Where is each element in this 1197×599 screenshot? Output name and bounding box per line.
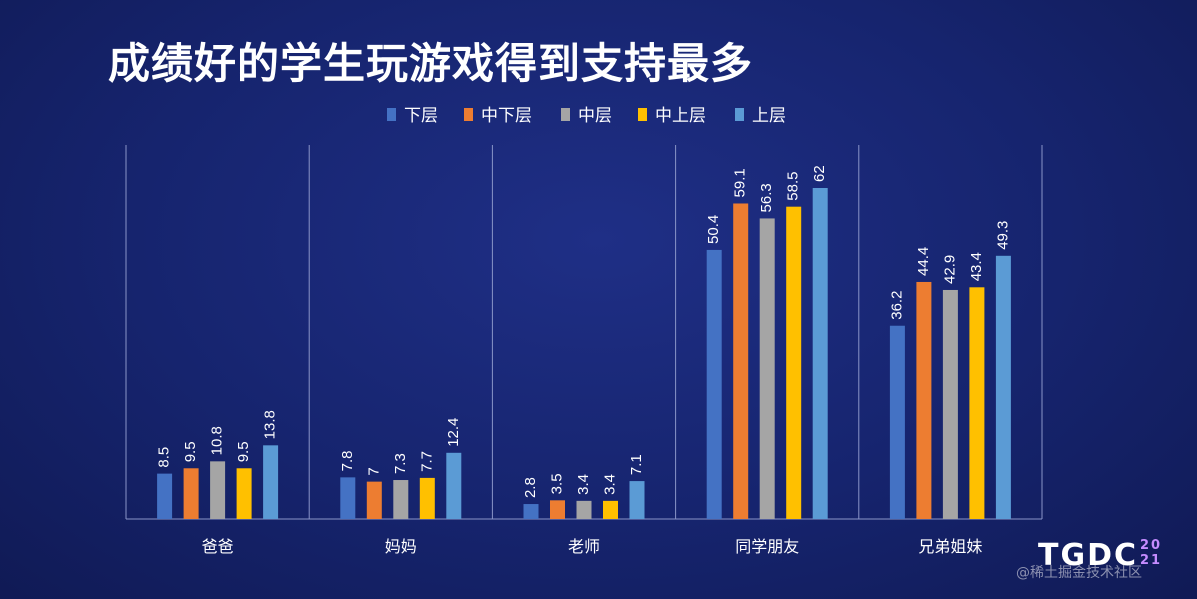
bar [786, 206, 802, 519]
legend-swatch [464, 108, 473, 121]
legend-swatch [735, 108, 744, 121]
data-label: 3.4 [601, 474, 618, 495]
data-label: 7.7 [418, 451, 435, 472]
bar [995, 255, 1011, 519]
data-label: 7.3 [392, 453, 409, 474]
legend-swatch [638, 108, 647, 121]
bar [157, 473, 173, 519]
data-label: 58.5 [785, 171, 802, 200]
data-label: 3.5 [548, 473, 565, 494]
watermark: @稀土掘金技术社区 [1016, 565, 1142, 581]
bar [236, 468, 252, 519]
data-label: 10.8 [209, 426, 226, 455]
data-label: 44.4 [915, 247, 932, 276]
category-label: 兄弟姐妹 [918, 537, 982, 556]
bar [446, 452, 462, 519]
data-label: 49.3 [994, 221, 1011, 250]
bars [157, 188, 1011, 520]
data-label: 42.9 [941, 255, 958, 284]
legend-label: 中下层 [481, 106, 532, 126]
category-label: 妈妈 [385, 537, 417, 556]
data-label: 9.5 [182, 441, 199, 462]
data-label: 36.2 [888, 291, 905, 320]
bar [916, 281, 932, 519]
bar [706, 249, 722, 520]
bar [733, 203, 749, 520]
bar [340, 477, 356, 519]
logo-text: TGDC [1038, 538, 1139, 573]
data-label: 50.4 [705, 215, 722, 244]
data-labels: 8.5 9.5 10.8 9.5 13.8 7.8 7 7.3 7.7 12.4 2.8 3.5 3.4… [156, 165, 1012, 498]
legend-swatch [387, 108, 396, 121]
bar [183, 468, 199, 519]
bar [366, 481, 382, 519]
legend: 下层 中下层 中层 中上层 上层 [387, 106, 786, 126]
data-label: 7.1 [628, 454, 645, 475]
tgdc-logo: TGDC 20 21 [1038, 538, 1162, 573]
legend-label: 中上层 [655, 106, 706, 126]
legend-label: 中层 [578, 106, 612, 126]
bar [550, 500, 565, 519]
data-label: 43.4 [968, 252, 985, 281]
legend-label: 下层 [404, 106, 438, 126]
bar [393, 480, 409, 519]
data-label: 8.5 [156, 447, 173, 468]
legend-label: 上层 [752, 106, 786, 126]
chart-title: 成绩好的学生玩游戏得到支持最多 [108, 39, 754, 88]
logo-year: 20 21 [1140, 538, 1163, 568]
data-label: 62 [811, 165, 828, 182]
bar [889, 325, 905, 519]
bar [576, 500, 592, 519]
bar [523, 504, 539, 519]
data-label: 59.1 [732, 168, 749, 197]
legend-swatch [561, 108, 570, 121]
bar [969, 287, 985, 519]
bar [263, 445, 279, 519]
bar [812, 188, 828, 519]
bar [759, 218, 775, 519]
data-label: 7.8 [339, 450, 356, 471]
bar [603, 500, 618, 519]
bar [629, 481, 645, 519]
category-label: 老师 [568, 537, 600, 556]
category-dividers [125, 145, 1043, 520]
bar [942, 289, 958, 519]
category-labels: 爸爸 妈妈 老师 同学朋友 兄弟姐妹 [202, 537, 983, 556]
data-label: 13.8 [262, 410, 279, 439]
bar [210, 461, 226, 519]
data-label: 3.4 [575, 474, 592, 495]
data-label: 56.3 [758, 183, 775, 212]
data-label: 12.4 [445, 418, 462, 447]
data-label: 2.8 [522, 477, 539, 498]
category-label: 同学朋友 [735, 537, 799, 556]
category-label: 爸爸 [202, 537, 234, 556]
data-label: 9.5 [235, 441, 252, 462]
data-label: 7 [365, 467, 382, 475]
bar [419, 477, 435, 519]
